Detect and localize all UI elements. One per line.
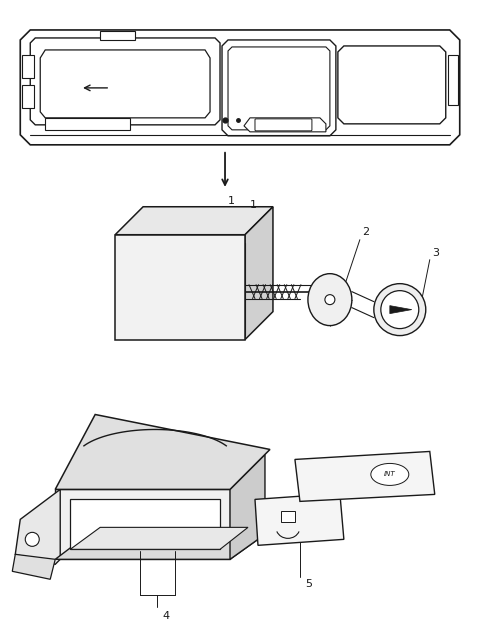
Polygon shape [228,47,330,130]
Polygon shape [55,414,270,489]
Text: 1: 1 [228,196,235,206]
Text: 5: 5 [305,579,312,589]
Circle shape [25,532,39,547]
Text: 4: 4 [162,612,169,622]
Ellipse shape [371,464,409,485]
Polygon shape [12,554,55,579]
Polygon shape [100,31,135,40]
Circle shape [325,295,335,305]
Text: 2: 2 [362,227,369,236]
Polygon shape [30,38,220,125]
Polygon shape [222,40,336,136]
Polygon shape [70,499,220,549]
Polygon shape [20,30,460,145]
Polygon shape [230,454,265,559]
Polygon shape [115,207,273,235]
Polygon shape [244,118,326,132]
Text: 1: 1 [250,200,257,210]
Polygon shape [22,55,34,78]
Text: INT: INT [384,471,396,477]
Polygon shape [390,306,412,314]
Polygon shape [22,85,34,108]
Polygon shape [55,489,230,559]
Polygon shape [115,235,245,339]
Text: 3: 3 [432,248,439,258]
Ellipse shape [381,291,419,329]
Polygon shape [255,494,344,545]
Polygon shape [55,534,265,559]
Polygon shape [295,451,435,502]
Polygon shape [15,489,60,564]
Polygon shape [338,46,446,124]
Bar [281,512,295,522]
Ellipse shape [308,274,352,326]
Polygon shape [40,50,210,118]
Polygon shape [245,207,273,339]
Polygon shape [448,55,458,105]
Polygon shape [45,118,130,130]
Polygon shape [70,527,248,549]
FancyBboxPatch shape [255,119,312,131]
Ellipse shape [374,284,426,336]
